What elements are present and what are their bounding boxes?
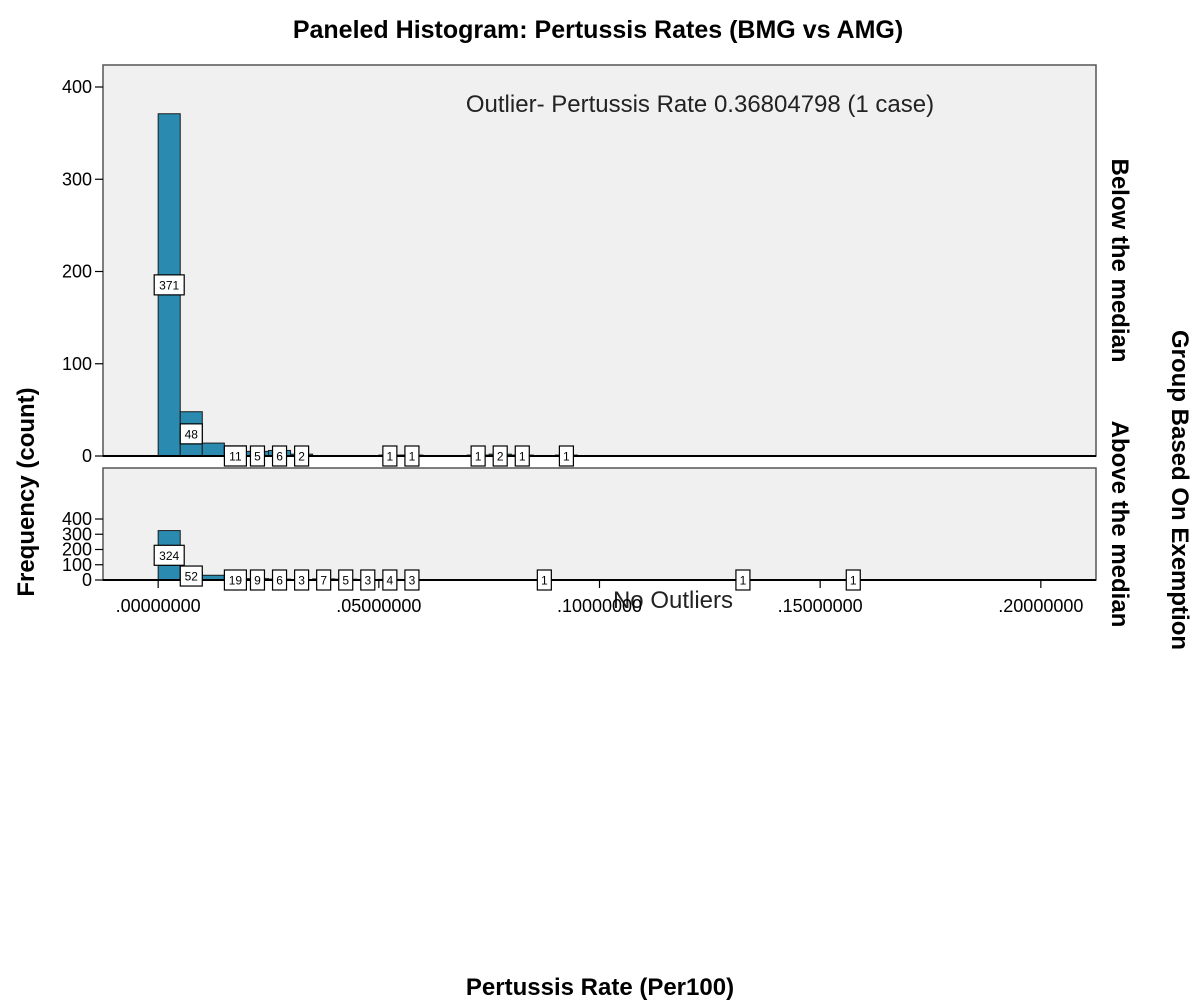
data-label-box <box>558 445 575 467</box>
data-label-box <box>223 569 247 591</box>
data-label: 19 <box>229 574 243 588</box>
data-label: 1 <box>475 450 482 464</box>
data-label-box <box>249 445 266 467</box>
data-label-box <box>153 274 185 296</box>
data-label: 1 <box>850 574 857 588</box>
data-label: 4 <box>387 574 394 588</box>
data-label: 9 <box>254 574 261 588</box>
panel-background <box>102 64 1097 457</box>
data-label: 3 <box>409 574 416 588</box>
data-label-box <box>294 445 310 467</box>
data-label-box <box>179 565 203 587</box>
data-label-box <box>249 569 266 591</box>
data-label-box <box>153 544 185 566</box>
data-label: 1 <box>387 450 394 464</box>
data-label: 3 <box>298 574 305 588</box>
data-label-box <box>179 423 203 445</box>
histogram-bar <box>201 442 225 457</box>
data-label: 11 <box>229 450 242 464</box>
data-label-box <box>536 569 552 591</box>
y-tick-label: 300 <box>62 524 92 544</box>
data-label-box <box>382 569 398 591</box>
data-label: 1 <box>541 574 548 588</box>
data-label-box <box>404 445 420 467</box>
data-label-box <box>316 569 332 591</box>
data-label-box <box>845 569 861 591</box>
data-label: 6 <box>276 574 283 588</box>
data-label-box <box>338 569 354 591</box>
data-label-box <box>223 445 247 467</box>
panel-strip-label: Above the median <box>1106 421 1133 628</box>
data-label: 2 <box>298 450 305 464</box>
data-label: 5 <box>342 574 349 588</box>
y-tick-label: 400 <box>62 77 92 97</box>
y-tick-label: 300 <box>62 169 92 189</box>
x-tick-label: .00000000 <box>116 596 201 616</box>
y-tick-label: 100 <box>62 555 92 575</box>
y-tick-label: 200 <box>62 262 92 282</box>
y-tick-label: 100 <box>62 354 92 374</box>
data-label: 1 <box>563 450 570 464</box>
panel-annotation: Outlier- Pertussis Rate 0.36804798 (1 ca… <box>466 91 934 118</box>
y-tick-label: 400 <box>62 509 92 529</box>
panel-annotation: No Outliers <box>613 587 733 614</box>
data-label: 48 <box>185 427 199 441</box>
data-label: 1 <box>519 450 526 464</box>
data-label: 6 <box>276 450 283 464</box>
data-label-box <box>294 569 310 591</box>
data-label-box <box>514 445 530 467</box>
data-label-box <box>470 445 486 467</box>
x-axis: .00000000 .05000000 .10000000 .15000000 .200… <box>116 580 1083 616</box>
data-label: 1 <box>409 450 416 464</box>
data-label: 324 <box>159 549 179 563</box>
y-tick-label: 0 <box>82 570 92 590</box>
y-tick-label: 200 <box>62 540 92 560</box>
data-label: 371 <box>159 278 179 292</box>
data-label: 52 <box>185 570 199 584</box>
data-label-box <box>492 445 508 467</box>
x-tick-label: .15000000 <box>778 596 863 616</box>
y-axis-title: Frequency (count) <box>13 387 40 596</box>
x-tick-label: .20000000 <box>998 596 1083 616</box>
chart-title: Paneled Histogram: Pertussis Rates (BMG … <box>293 16 903 44</box>
data-label-box <box>271 445 288 467</box>
x-tick-label: .05000000 <box>336 596 421 616</box>
data-label-box <box>382 445 398 467</box>
data-label: 1 <box>740 574 747 588</box>
data-label: 7 <box>320 574 327 588</box>
data-label: 3 <box>364 574 371 588</box>
data-label: 2 <box>497 450 504 464</box>
panel-group-title: Group Based On Exemption <box>1166 330 1193 650</box>
x-axis-title: Pertussis Rate (Per100) <box>466 974 734 1001</box>
panel-strip-label: Below the median <box>1106 158 1133 362</box>
data-label-box <box>271 569 288 591</box>
y-tick-label: 0 <box>82 446 92 466</box>
x-tick-label: .10000000 <box>557 596 642 616</box>
data-label-box <box>404 569 420 591</box>
data-label-box <box>735 569 751 591</box>
data-label: 5 <box>254 450 261 464</box>
panel-background <box>102 467 1097 581</box>
data-label-box <box>360 569 376 591</box>
